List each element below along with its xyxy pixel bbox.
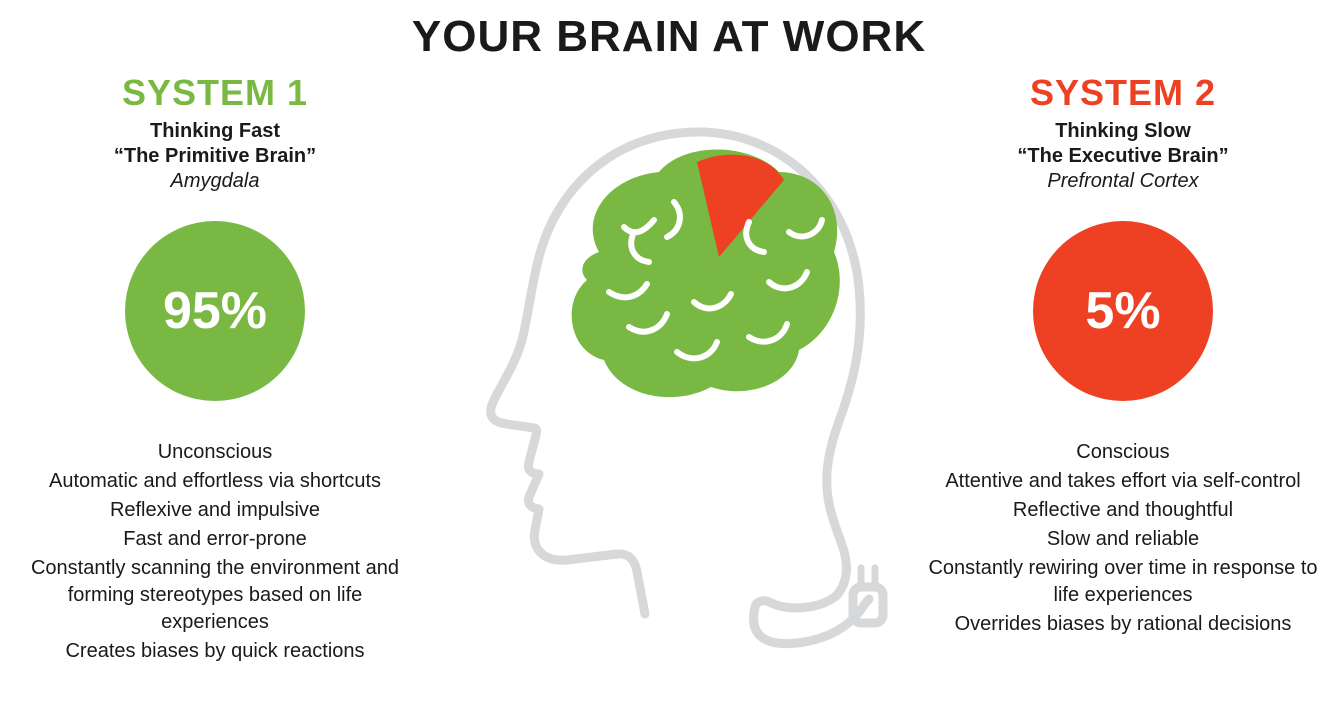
system1-bullet: Automatic and effortless via shortcuts: [18, 468, 412, 495]
system1-heading: SYSTEM 1: [122, 72, 308, 114]
system1-bullets: Unconscious Automatic and effortless via…: [18, 439, 412, 667]
brain-head-graphic: [449, 102, 889, 662]
system2-percent-label: 5%: [1085, 281, 1160, 341]
system2-sub3: Prefrontal Cortex: [1047, 170, 1198, 193]
system2-column: SYSTEM 2 Thinking Slow “The Executive Br…: [908, 72, 1338, 640]
system1-sub2: “The Primitive Brain”: [114, 145, 316, 168]
system2-bullets: Conscious Attentive and takes effort via…: [926, 439, 1320, 640]
system2-bullet: Attentive and takes effort via self-cont…: [926, 468, 1320, 495]
system2-bullet: Overrides biases by rational decisions: [926, 611, 1320, 638]
system2-percent-circle: 5%: [1033, 221, 1213, 401]
page-title: YOUR BRAIN AT WORK: [412, 12, 926, 62]
system2-bullet: Conscious: [926, 439, 1320, 466]
system2-sub2: “The Executive Brain”: [1017, 145, 1228, 168]
system1-bullet: Reflexive and impulsive: [18, 497, 412, 524]
infographic-root: YOUR BRAIN AT WORK SYSTEM 1 Thinking Fas…: [0, 0, 1338, 724]
system1-percent-circle: 95%: [125, 221, 305, 401]
system1-column: SYSTEM 1 Thinking Fast “The Primitive Br…: [0, 72, 430, 667]
system1-bullet: Unconscious: [18, 439, 412, 466]
system2-heading: SYSTEM 2: [1030, 72, 1216, 114]
system1-sub1: Thinking Fast: [150, 120, 280, 143]
system2-bullet: Constantly rewiring over time in respons…: [926, 555, 1320, 609]
system2-bullet: Slow and reliable: [926, 526, 1320, 553]
system1-percent-label: 95%: [163, 281, 267, 341]
system1-sub3: Amygdala: [171, 170, 260, 193]
system2-bullet: Reflective and thoughtful: [926, 497, 1320, 524]
system1-bullet: Constantly scanning the environment and …: [18, 555, 412, 636]
columns: SYSTEM 1 Thinking Fast “The Primitive Br…: [0, 72, 1338, 667]
center-column: [430, 72, 908, 662]
system2-sub1: Thinking Slow: [1055, 120, 1191, 143]
system1-bullet: Fast and error-prone: [18, 526, 412, 553]
system1-bullet: Creates biases by quick reactions: [18, 638, 412, 665]
